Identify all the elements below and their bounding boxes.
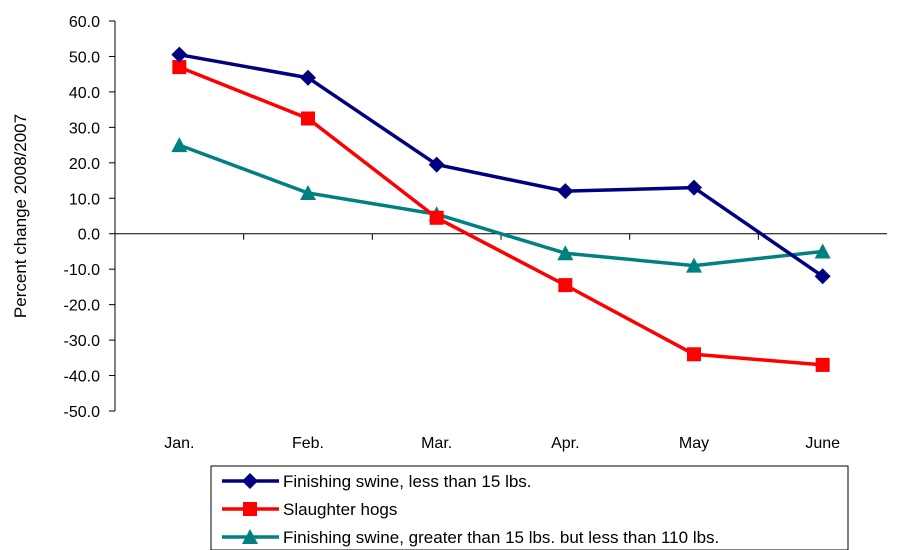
x-tick-label: Apr.: [551, 435, 579, 452]
y-tick-label: 60.0: [69, 14, 100, 31]
series-1: [171, 46, 831, 285]
data-point-marker: [171, 46, 188, 63]
y-tick-label: -10.0: [64, 262, 101, 279]
y-tick-label: 0.0: [78, 227, 100, 244]
x-tick-label: Feb.: [292, 435, 324, 452]
data-point-marker: [300, 69, 316, 86]
legend-marker: [243, 502, 257, 516]
series-line: [179, 52, 824, 278]
y-tick-label: 10.0: [69, 191, 100, 208]
series-line: [178, 143, 823, 268]
y-axis-title: Percent change 2008/2007: [11, 114, 30, 318]
series-line: [178, 65, 823, 367]
legend-marker: [242, 529, 258, 544]
y-tick-label: 40.0: [69, 85, 100, 102]
data-point-marker: [814, 268, 831, 285]
x-tick-label: Jan.: [164, 435, 194, 452]
data-point-marker: [557, 245, 574, 261]
y-axis-ticks: 60.0 50.0 40.0 30.0 20.0 10.0 0.0 -10.0 -20.0 -30…: [64, 14, 115, 421]
data-point-marker: [815, 357, 830, 372]
legend-marker: [242, 473, 258, 489]
legend-item-3: Finishing swine, greater than 15 lbs. bu…: [222, 528, 719, 547]
data-point-marker: [171, 137, 188, 153]
y-tick-label: -20.0: [64, 298, 101, 315]
legend-box: [210, 465, 849, 550]
legend-item-2: Slaughter hogs: [222, 500, 397, 519]
y-tick-label: -40.0: [64, 369, 101, 386]
data-point-marker: [300, 184, 316, 200]
y-tick-label: -50.0: [64, 404, 101, 421]
data-point-marker: [557, 183, 574, 200]
legend-label: Finishing swine, greater than 15 lbs. bu…: [283, 528, 719, 547]
legend-item-1: Finishing swine, less than 15 lbs.: [222, 472, 532, 491]
data-point-marker: [172, 60, 187, 75]
y-tick-label: -30.0: [64, 333, 101, 350]
data-point-marker: [558, 278, 573, 293]
x-tick-label: Mar.: [421, 435, 452, 452]
legend-label: Slaughter hogs: [283, 500, 397, 519]
x-tick-label: May: [679, 435, 709, 452]
data-point-marker: [814, 243, 831, 259]
x-tick-label: June: [805, 435, 840, 452]
data-point-marker: [428, 156, 445, 173]
series-2: [172, 60, 830, 372]
y-tick-label: 50.0: [69, 49, 100, 66]
data-point-marker: [687, 347, 701, 362]
data-point-marker: [686, 257, 702, 273]
y-tick-label: 30.0: [69, 120, 100, 137]
axes: [114, 21, 887, 411]
data-point-marker: [429, 210, 444, 225]
legend-label: Finishing swine, less than 15 lbs.: [283, 472, 532, 491]
legend: Finishing swine, less than 15 lbs. Slaugh…: [210, 465, 849, 550]
series-layer: [171, 46, 831, 372]
x-axis-ticks: Jan. Feb. Mar. Apr. May June: [164, 233, 840, 452]
data-point-marker: [301, 111, 315, 126]
y-tick-label: 20.0: [69, 156, 100, 173]
data-point-marker: [686, 179, 702, 196]
